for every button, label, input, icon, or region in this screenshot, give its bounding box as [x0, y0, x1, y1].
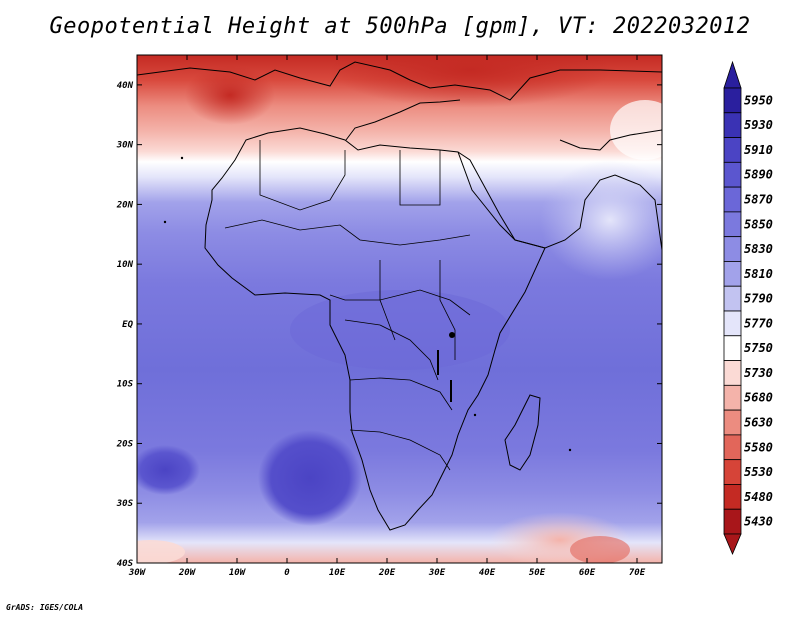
geopotential-field — [137, 55, 662, 563]
colorbar-swatch — [723, 137, 742, 163]
colorbar-label: 5830 — [744, 242, 773, 256]
colorbar-swatch — [723, 384, 742, 411]
longitude-axis: 30W 20W 10W 0 10E 20E 30E 40E 50E 60E 70E — [128, 55, 646, 578]
colorbar-swatch — [723, 161, 742, 188]
colorbar-label: 5630 — [744, 416, 773, 430]
border-libya-egypt — [399, 150, 441, 206]
southwest-light — [137, 540, 185, 563]
colorbar-label: 5790 — [744, 292, 773, 306]
northwest-trough — [185, 65, 275, 125]
madagascar-coastline — [504, 394, 541, 471]
lon-tick-label: 10E — [329, 568, 346, 578]
east-white-patch — [610, 100, 662, 160]
colorbar-label: 5530 — [744, 465, 773, 479]
colorbar-label: 5680 — [744, 391, 773, 405]
lon-tick-label: 30E — [428, 568, 446, 578]
colorbar-label: 5850 — [744, 217, 773, 231]
lon-tick-label: 40E — [479, 568, 496, 578]
arabia-coastline — [457, 151, 662, 251]
colorbar-swatch — [723, 459, 742, 485]
colorbar-swatch — [723, 236, 742, 262]
lat-tick-label: 10S — [117, 380, 134, 390]
colorbar-top-arrow — [723, 60, 742, 89]
canary-island — [180, 156, 184, 160]
border-southern — [349, 377, 453, 411]
south-atlantic-low — [258, 430, 362, 526]
colorbar-label: 5810 — [744, 267, 773, 281]
colorbar-label: 5950 — [744, 93, 773, 107]
lat-tick-label: 20N — [116, 200, 134, 210]
lon-tick-label: 50E — [529, 568, 546, 578]
cape-verde-island — [163, 220, 167, 224]
lat-tick-label: 30N — [116, 141, 134, 151]
colorbar-label: 5890 — [744, 168, 773, 182]
colorbar-swatch — [723, 87, 742, 114]
colorbar-swatch — [723, 360, 742, 386]
colorbar-label: 5730 — [744, 366, 773, 380]
comoros-island — [473, 413, 477, 417]
map-frame — [136, 54, 663, 564]
colorbar-label: 5930 — [744, 118, 773, 132]
colorbar-swatch — [723, 261, 742, 287]
lon-tick-label: 20E — [378, 568, 396, 578]
lon-tick-label: 0 — [284, 568, 290, 578]
colorbar-swatch — [723, 285, 742, 312]
colorbar-label: 5910 — [744, 143, 773, 157]
colorbar-swatch — [723, 508, 742, 535]
southeast-red-core — [570, 536, 630, 563]
southwest-low — [137, 445, 200, 495]
border-vertical-west — [379, 260, 396, 341]
colorbar-label: 5750 — [744, 341, 773, 355]
map-title: Geopotential Height at 500hPa [gpm], VT:… — [49, 14, 751, 39]
lake-malawi — [450, 380, 452, 402]
lakes-and-islands — [163, 156, 572, 452]
colorbar-swatch — [723, 434, 742, 461]
border-sahara — [259, 140, 346, 211]
border-central — [329, 289, 471, 316]
lon-tick-label: 10W — [229, 568, 247, 578]
border-vertical-east — [439, 260, 456, 360]
colorbar: 5950 5930 5910 5890 5870 5850 5830 5810 5790 5770… — [723, 60, 773, 556]
latitude-axis: 40N 30N 20N 10N EQ 10S 20S 30S 40S — [116, 81, 662, 569]
border-congo — [344, 319, 439, 381]
colorbar-swatch — [723, 484, 742, 510]
lat-tick-label: 40S — [117, 559, 134, 569]
lat-tick-label: 40N — [117, 81, 134, 91]
lon-tick-label: 30W — [128, 568, 147, 578]
colorbar-swatch — [723, 211, 742, 238]
colorbar-swatch — [723, 310, 742, 337]
lat-tick-label: 30S — [116, 499, 134, 509]
lon-tick-label: 70E — [629, 568, 646, 578]
arabian-ridge — [540, 160, 662, 280]
mediterranean-coastline — [345, 99, 461, 141]
central-band — [290, 290, 510, 370]
colorbar-swatch — [723, 186, 742, 213]
lake-tanganyika — [437, 350, 439, 375]
colorbar-bottom-arrow — [723, 533, 742, 556]
north-trough — [330, 55, 610, 108]
lat-tick-label: 20S — [116, 439, 134, 449]
lon-tick-label: 20W — [178, 568, 197, 578]
colorbar-swatch — [723, 112, 742, 138]
lat-tick-label: 10N — [117, 260, 134, 270]
lake-victoria — [449, 332, 455, 338]
gulf-coastline — [559, 129, 662, 151]
colorbar-swatch — [723, 335, 742, 361]
colorbar-label: 5870 — [744, 193, 773, 207]
colorbar-label: 5770 — [744, 316, 773, 330]
lat-tick-label: EQ — [122, 320, 133, 330]
europe-coastline — [137, 61, 662, 101]
colorbar-label: 5480 — [744, 490, 773, 504]
colorbar-label: 5580 — [744, 440, 773, 454]
country-borders — [224, 140, 471, 471]
colorbar-swatch — [723, 409, 742, 436]
colorbar-label: 5430 — [744, 515, 773, 529]
lon-tick-label: 60E — [579, 568, 596, 578]
border-south-africa — [349, 429, 451, 471]
mascarene-islands — [568, 448, 572, 452]
border-sahel — [224, 219, 471, 246]
grads-credit: GrADS: IGES/COLA — [6, 603, 84, 612]
